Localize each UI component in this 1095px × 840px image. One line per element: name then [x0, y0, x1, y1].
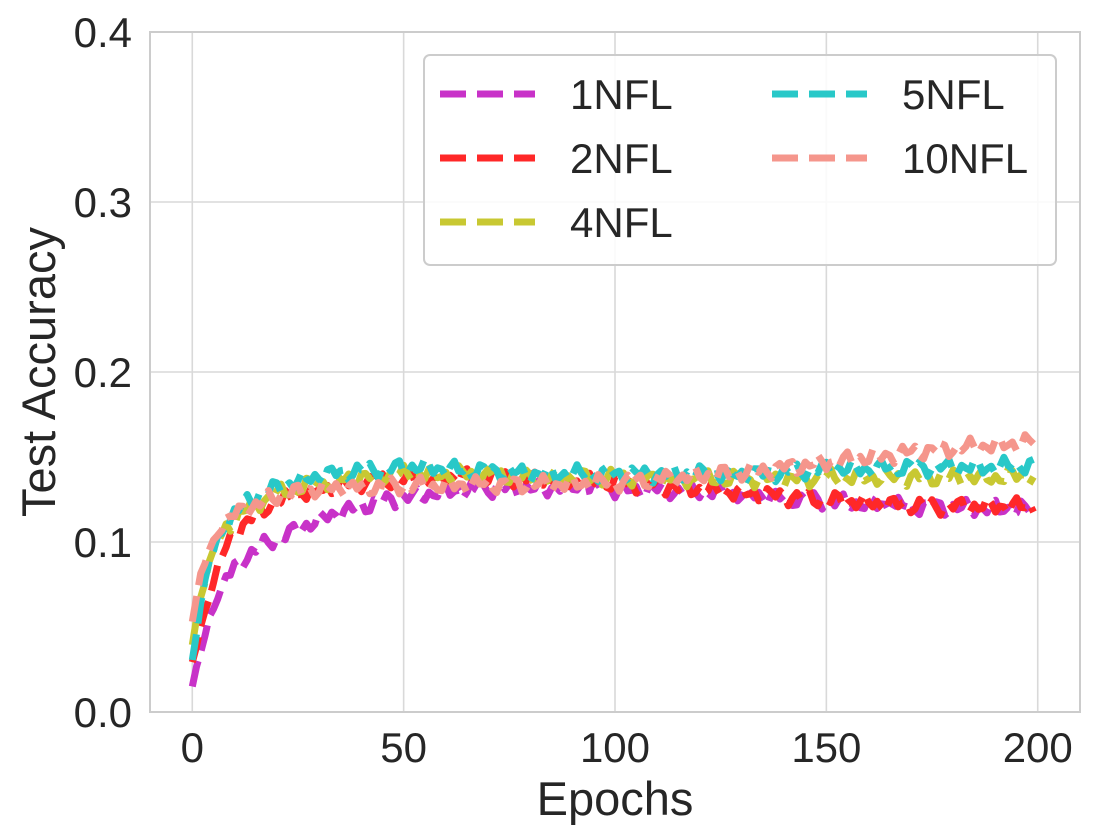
series-line-1nfl — [188, 474, 1037, 688]
series-line-10nfl — [188, 431, 1036, 623]
x-axis-label: Epochs — [537, 772, 694, 825]
legend-label-5nfl: 5NFL — [902, 71, 1005, 118]
series-line-5nfl — [188, 453, 1035, 661]
x-tick-label: 200 — [1003, 724, 1073, 771]
x-tick-label: 50 — [380, 724, 427, 771]
y-tick-label: 0.1 — [74, 519, 132, 566]
y-tick-label: 0.3 — [74, 179, 132, 226]
series-lines — [188, 431, 1037, 688]
legend-box — [423, 54, 1057, 266]
x-tick-label: 150 — [791, 724, 861, 771]
y-axis-label: Test Accuracy — [12, 227, 65, 517]
y-tick-label: 0.4 — [74, 9, 132, 56]
plot-frame — [149, 31, 1081, 713]
legend-label-4nfl: 4NFL — [570, 199, 673, 246]
legend-label-1nfl: 1NFL — [570, 71, 673, 118]
y-axis-ticks: 0.0 0.1 0.2 0.3 0.4 — [74, 9, 132, 736]
y-tick-label: 0.2 — [74, 349, 132, 396]
x-tick-label: 100 — [580, 724, 650, 771]
legend-label-10nfl: 10NFL — [902, 135, 1028, 182]
y-tick-label: 0.0 — [74, 689, 132, 736]
x-tick-label: 0 — [181, 724, 204, 771]
series-line-2nfl — [188, 465, 1037, 664]
legend: 1NFL 2NFL 4NFL 5NFL 10NFL — [423, 54, 1057, 266]
legend-label-2nfl: 2NFL — [570, 135, 673, 182]
x-axis-ticks: 0 50 100 150 200 — [181, 724, 1073, 771]
